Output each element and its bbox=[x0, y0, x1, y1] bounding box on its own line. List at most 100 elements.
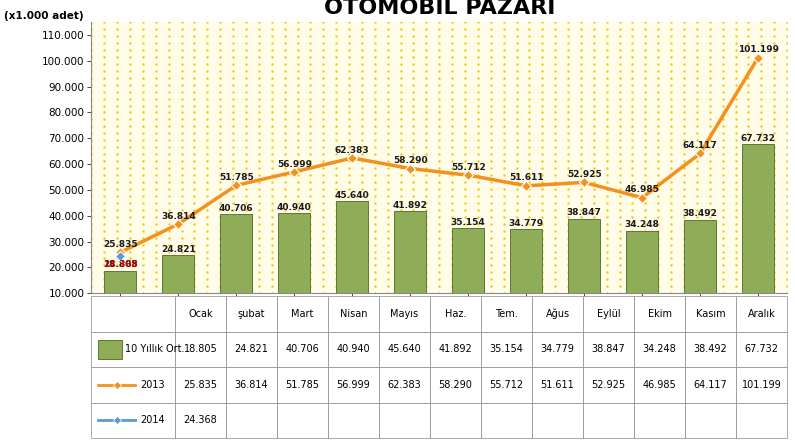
Text: 2013: 2013 bbox=[141, 380, 165, 390]
Text: Aralık: Aralık bbox=[747, 309, 775, 319]
Bar bbox=[481, 332, 532, 367]
Bar bbox=[634, 403, 685, 438]
Text: 34.779: 34.779 bbox=[541, 344, 575, 355]
Bar bbox=[175, 367, 226, 403]
Bar bbox=[394, 211, 426, 319]
Text: 51.785: 51.785 bbox=[285, 380, 320, 390]
Text: Haz.: Haz. bbox=[444, 309, 466, 319]
Text: Kasım: Kasım bbox=[696, 309, 725, 319]
Text: 24.368: 24.368 bbox=[184, 415, 217, 425]
Text: 51.611: 51.611 bbox=[509, 173, 544, 183]
Text: 40.706: 40.706 bbox=[219, 204, 254, 213]
Bar bbox=[481, 367, 532, 403]
Bar bbox=[226, 332, 277, 367]
Bar bbox=[634, 296, 685, 332]
Bar bbox=[226, 296, 277, 332]
Bar bbox=[685, 367, 736, 403]
Text: 45.640: 45.640 bbox=[388, 344, 421, 355]
Text: 25.835: 25.835 bbox=[103, 240, 138, 249]
Text: 34.248: 34.248 bbox=[642, 344, 677, 355]
Bar bbox=[277, 332, 328, 367]
Bar bbox=[175, 403, 226, 438]
Bar bbox=[430, 367, 481, 403]
Bar bbox=[532, 332, 583, 367]
Bar bbox=[104, 270, 137, 319]
Bar bbox=[98, 340, 122, 359]
Text: 38.847: 38.847 bbox=[567, 209, 602, 217]
Text: Tem.: Tem. bbox=[495, 309, 518, 319]
Bar bbox=[583, 296, 634, 332]
Text: Mayıs: Mayıs bbox=[390, 309, 418, 319]
Bar bbox=[736, 367, 787, 403]
Text: 41.892: 41.892 bbox=[393, 201, 428, 209]
Bar bbox=[583, 403, 634, 438]
Bar bbox=[736, 332, 787, 367]
Bar bbox=[452, 228, 484, 319]
Text: 10 Yıllık Ort.: 10 Yıllık Ort. bbox=[125, 344, 184, 355]
Text: 24.368: 24.368 bbox=[103, 260, 138, 269]
Bar bbox=[277, 367, 328, 403]
Text: 52.925: 52.925 bbox=[567, 170, 602, 179]
Bar bbox=[379, 332, 430, 367]
Text: 35.154: 35.154 bbox=[451, 218, 486, 227]
Text: Ocak: Ocak bbox=[188, 309, 213, 319]
Bar bbox=[328, 403, 379, 438]
Text: 56.999: 56.999 bbox=[277, 160, 312, 168]
Bar bbox=[328, 332, 379, 367]
Title: OTOMOBİL PAZARI: OTOMOBİL PAZARI bbox=[324, 0, 555, 18]
Text: 36.814: 36.814 bbox=[235, 380, 268, 390]
Text: 36.814: 36.814 bbox=[161, 212, 196, 220]
Bar bbox=[736, 296, 787, 332]
Bar bbox=[220, 214, 252, 319]
Bar bbox=[277, 296, 328, 332]
Text: 62.383: 62.383 bbox=[388, 380, 421, 390]
Bar bbox=[481, 296, 532, 332]
Text: 62.383: 62.383 bbox=[335, 146, 370, 155]
Bar bbox=[328, 367, 379, 403]
Bar bbox=[430, 403, 481, 438]
Text: 64.117: 64.117 bbox=[694, 380, 727, 390]
Text: 58.290: 58.290 bbox=[393, 156, 428, 165]
Bar bbox=[430, 332, 481, 367]
Bar bbox=[583, 367, 634, 403]
Bar bbox=[685, 332, 736, 367]
Bar bbox=[328, 296, 379, 332]
Text: 40.940: 40.940 bbox=[336, 344, 370, 355]
Text: 35.154: 35.154 bbox=[490, 344, 523, 355]
Text: 64.117: 64.117 bbox=[683, 141, 718, 150]
Text: 45.640: 45.640 bbox=[335, 191, 370, 200]
Text: 24.821: 24.821 bbox=[235, 344, 269, 355]
Bar bbox=[379, 296, 430, 332]
Bar bbox=[685, 403, 736, 438]
Bar bbox=[379, 403, 430, 438]
Bar bbox=[532, 296, 583, 332]
Bar bbox=[430, 296, 481, 332]
Bar bbox=[226, 367, 277, 403]
Bar bbox=[336, 201, 368, 319]
Bar bbox=[175, 296, 226, 332]
Bar bbox=[532, 367, 583, 403]
Text: 46.985: 46.985 bbox=[625, 185, 660, 194]
Text: Nisan: Nisan bbox=[339, 309, 367, 319]
Bar bbox=[684, 220, 716, 319]
Text: 40.706: 40.706 bbox=[285, 344, 320, 355]
Bar bbox=[634, 367, 685, 403]
Text: 51.785: 51.785 bbox=[219, 173, 254, 182]
Text: 46.985: 46.985 bbox=[642, 380, 677, 390]
Bar bbox=[481, 403, 532, 438]
Text: Mart: Mart bbox=[291, 309, 313, 319]
Text: 55.712: 55.712 bbox=[451, 163, 486, 172]
Bar bbox=[583, 332, 634, 367]
Bar bbox=[742, 144, 774, 319]
Bar bbox=[568, 219, 600, 319]
Bar bbox=[685, 296, 736, 332]
Text: 34.779: 34.779 bbox=[509, 219, 544, 228]
Text: 24.821: 24.821 bbox=[161, 245, 196, 254]
Text: 56.999: 56.999 bbox=[336, 380, 370, 390]
Text: Eylül: Eylül bbox=[597, 309, 620, 319]
Bar bbox=[277, 403, 328, 438]
Text: 18.805: 18.805 bbox=[103, 260, 138, 269]
Text: Ekim: Ekim bbox=[647, 309, 672, 319]
Text: 18.805: 18.805 bbox=[184, 344, 217, 355]
Text: 38.847: 38.847 bbox=[591, 344, 626, 355]
